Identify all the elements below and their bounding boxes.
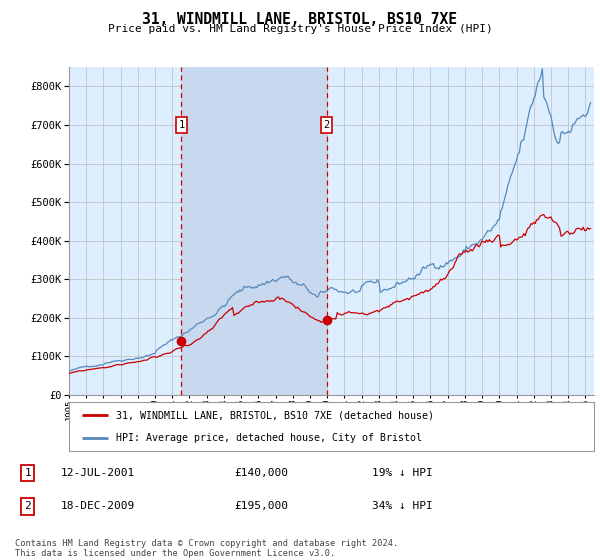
Text: £140,000: £140,000	[234, 468, 288, 478]
Text: 19% ↓ HPI: 19% ↓ HPI	[372, 468, 433, 478]
Text: 18-DEC-2009: 18-DEC-2009	[61, 501, 136, 511]
Text: 34% ↓ HPI: 34% ↓ HPI	[372, 501, 433, 511]
Text: Price paid vs. HM Land Registry's House Price Index (HPI): Price paid vs. HM Land Registry's House …	[107, 24, 493, 34]
Text: 2: 2	[323, 120, 329, 130]
Text: HPI: Average price, detached house, City of Bristol: HPI: Average price, detached house, City…	[116, 433, 422, 444]
Text: 31, WINDMILL LANE, BRISTOL, BS10 7XE: 31, WINDMILL LANE, BRISTOL, BS10 7XE	[143, 12, 458, 27]
Bar	[181, 67, 326, 395]
Text: 1: 1	[178, 120, 185, 130]
Text: £195,000: £195,000	[234, 501, 288, 511]
Text: 12-JUL-2001: 12-JUL-2001	[61, 468, 136, 478]
Text: 2: 2	[24, 501, 31, 511]
Text: Contains HM Land Registry data © Crown copyright and database right 2024.
This d: Contains HM Land Registry data © Crown c…	[15, 539, 398, 558]
Text: 1: 1	[24, 468, 31, 478]
Text: 31, WINDMILL LANE, BRISTOL, BS10 7XE (detached house): 31, WINDMILL LANE, BRISTOL, BS10 7XE (de…	[116, 410, 434, 421]
